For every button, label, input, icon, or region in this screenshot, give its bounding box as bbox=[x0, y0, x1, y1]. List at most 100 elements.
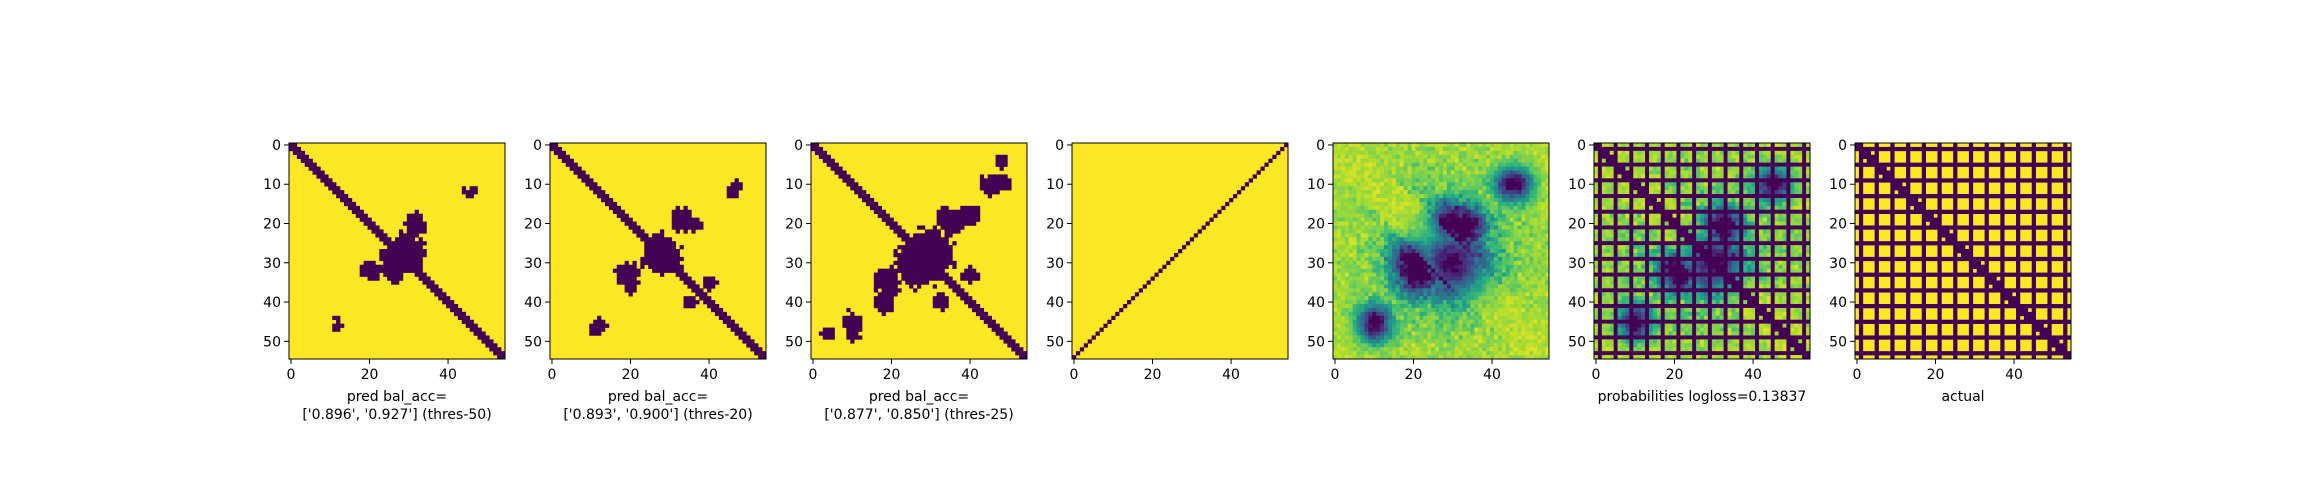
heatmap-cell bbox=[1407, 264, 1412, 269]
heatmap-cell bbox=[1497, 292, 1503, 297]
heatmap-cell bbox=[1435, 256, 1440, 262]
heatmap-cell bbox=[1348, 276, 1353, 281]
heatmap-cell bbox=[999, 331, 1004, 336]
heatmap-cell bbox=[347, 197, 353, 203]
heatmap-cell bbox=[1336, 355, 1342, 360]
heatmap-cell bbox=[593, 182, 598, 187]
heatmap-cell bbox=[1344, 296, 1350, 301]
heatmap-cell bbox=[1474, 260, 1479, 266]
heatmap-cell bbox=[1688, 143, 1693, 148]
heatmap-cell bbox=[1497, 241, 1503, 246]
heatmap-cell bbox=[1333, 355, 1338, 360]
heatmap-cell bbox=[987, 178, 992, 183]
heatmap-cell bbox=[1391, 190, 1397, 195]
heatmap-cell bbox=[1525, 296, 1530, 301]
heatmap-cell bbox=[418, 272, 423, 277]
heatmap-cell bbox=[1395, 190, 1401, 195]
heatmap-cell bbox=[1435, 209, 1440, 214]
heatmap-cell bbox=[1107, 319, 1112, 324]
heatmap-cell bbox=[1450, 229, 1456, 234]
heatmap-cell bbox=[1470, 260, 1475, 266]
heatmap-cell bbox=[1395, 170, 1401, 175]
heatmap-cell bbox=[1545, 186, 1550, 191]
heatmap-cell bbox=[920, 256, 926, 262]
heatmap-cell bbox=[1333, 311, 1338, 317]
heatmap-cell bbox=[1364, 194, 1369, 199]
heatmap-cell bbox=[1501, 284, 1507, 289]
heatmap-cell bbox=[1525, 229, 1530, 234]
heatmap-cell bbox=[1333, 272, 1338, 277]
heatmap-cell bbox=[1435, 327, 1440, 332]
heatmap-cell bbox=[1545, 292, 1550, 297]
heatmap-cell bbox=[1333, 284, 1338, 289]
heatmap-cell bbox=[422, 249, 427, 254]
heatmap-cell bbox=[1474, 225, 1479, 230]
heatmap-cell bbox=[1348, 249, 1353, 254]
heatmap-cell bbox=[718, 311, 724, 317]
heatmap-cell bbox=[1529, 264, 1534, 269]
heatmap-cell bbox=[1802, 162, 1807, 167]
heatmap-cell bbox=[893, 292, 898, 297]
heatmap-cell bbox=[1739, 154, 1744, 160]
heatmap-cell bbox=[1664, 154, 1669, 160]
heatmap-cell bbox=[1360, 300, 1365, 305]
heatmap-cell bbox=[881, 217, 886, 222]
heatmap-cell bbox=[1517, 300, 1522, 305]
heatmap-cell bbox=[1509, 288, 1514, 293]
heatmap-cell bbox=[656, 256, 661, 262]
heatmap-cell bbox=[1545, 307, 1550, 313]
heatmap-cell bbox=[1419, 307, 1424, 313]
heatmap-cell bbox=[983, 319, 989, 324]
heatmap-cell bbox=[889, 292, 894, 297]
heatmap-cell bbox=[1423, 288, 1428, 293]
heatmap-cell bbox=[1364, 355, 1369, 360]
heatmap-cell bbox=[1411, 323, 1416, 328]
heatmap-cell bbox=[1435, 351, 1440, 356]
heatmap-cell bbox=[1494, 209, 1499, 214]
heatmap-cell bbox=[897, 252, 902, 258]
heatmap-cell bbox=[901, 229, 906, 234]
heatmap-cell bbox=[1458, 241, 1463, 246]
heatmap-cell bbox=[1427, 154, 1432, 160]
heatmap-cell bbox=[1696, 170, 1701, 175]
heatmap-cell bbox=[1333, 249, 1338, 254]
heatmap-cell bbox=[1672, 182, 1677, 187]
heatmap-cell bbox=[1537, 170, 1542, 175]
heatmap-cell bbox=[1376, 327, 1381, 332]
heatmap-cell bbox=[1399, 166, 1404, 171]
heatmap-cell bbox=[1501, 190, 1507, 195]
heatmap-cell bbox=[1529, 327, 1534, 332]
heatmap-cell bbox=[1594, 162, 1599, 167]
heatmap-cell bbox=[414, 249, 419, 254]
heatmap-cell bbox=[1466, 284, 1471, 289]
heatmap-cell bbox=[1494, 331, 1499, 336]
heatmap-cell bbox=[1692, 143, 1697, 148]
heatmap-cell bbox=[1660, 182, 1665, 187]
heatmap-cell bbox=[1344, 331, 1350, 336]
heatmap-cell bbox=[1739, 146, 1744, 152]
heatmap-cell bbox=[1356, 296, 1361, 301]
heatmap-cell bbox=[1478, 237, 1483, 242]
heatmap-cell bbox=[1340, 311, 1346, 317]
heatmap-cell bbox=[1360, 355, 1365, 360]
heatmap-cell bbox=[1755, 162, 1760, 167]
heatmap-cell bbox=[999, 327, 1004, 332]
heatmap-cell bbox=[979, 315, 985, 321]
heatmap-cell bbox=[1521, 264, 1526, 269]
heatmap-cell bbox=[877, 268, 882, 273]
heatmap-cell bbox=[652, 245, 657, 250]
heatmap-cell bbox=[1372, 272, 1377, 277]
heatmap-cell bbox=[1442, 241, 1448, 246]
heatmap-cell bbox=[746, 339, 751, 344]
heatmap-cell bbox=[1333, 174, 1338, 179]
heatmap-cell bbox=[1794, 150, 1799, 156]
heatmap-cell bbox=[1458, 233, 1463, 238]
heatmap-cell bbox=[620, 280, 625, 285]
heatmap-cell bbox=[1541, 339, 1546, 344]
heatmap-cell bbox=[1387, 323, 1393, 328]
heatmap-cell bbox=[1356, 252, 1361, 258]
heatmap-cell bbox=[1525, 158, 1530, 163]
heatmap-cell bbox=[1474, 162, 1479, 167]
heatmap-cell bbox=[1482, 288, 1487, 293]
heatmap-cell bbox=[1387, 166, 1393, 171]
